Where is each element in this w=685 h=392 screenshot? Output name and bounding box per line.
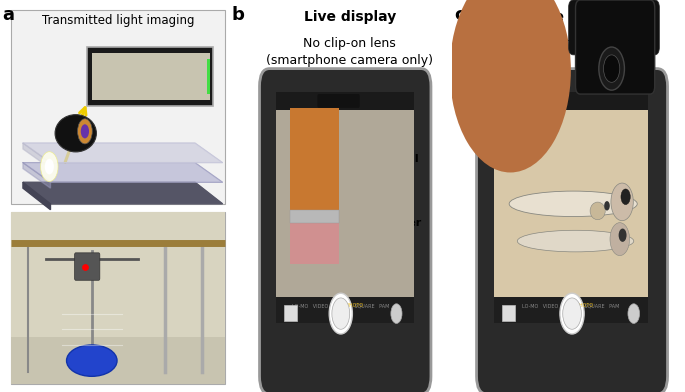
Circle shape [611,183,634,221]
Text: LO-MO   VIDEO   PHOTO   SQUARE   PAM: LO-MO VIDEO PHOTO SQUARE PAM [522,303,619,308]
FancyBboxPatch shape [575,0,655,94]
Text: Pencil: Pencil [381,154,419,164]
Text: c: c [454,6,465,24]
Circle shape [45,159,54,174]
Text: Heart: Heart [499,212,532,223]
FancyBboxPatch shape [12,212,225,384]
FancyBboxPatch shape [276,92,414,110]
Ellipse shape [590,202,606,220]
Ellipse shape [517,230,634,252]
Text: a: a [2,6,14,24]
FancyBboxPatch shape [276,110,414,323]
Text: Live display: Live display [532,10,624,24]
Polygon shape [23,182,51,210]
FancyBboxPatch shape [12,337,225,384]
Polygon shape [23,163,223,182]
FancyBboxPatch shape [494,92,648,110]
Circle shape [391,304,402,323]
Circle shape [562,298,582,329]
Text: Eraser: Eraser [381,218,421,229]
FancyBboxPatch shape [207,59,210,94]
Text: No clip-on lens
(smartphone camera only): No clip-on lens (smartphone camera only) [266,37,433,67]
Circle shape [332,298,349,329]
Text: Eraser: Eraser [580,107,625,120]
Text: Yolk: Yolk [575,267,600,278]
Polygon shape [23,143,51,169]
Text: + Clip-on lens: + Clip-on lens [534,37,622,50]
FancyBboxPatch shape [75,253,100,280]
FancyBboxPatch shape [494,297,648,323]
FancyBboxPatch shape [477,69,667,392]
Polygon shape [23,163,51,188]
FancyBboxPatch shape [276,297,414,323]
Polygon shape [87,47,214,106]
Circle shape [610,223,630,256]
FancyBboxPatch shape [284,305,297,321]
Text: LO-MO   VIDEO   PHOTO   SQUARE   PAM: LO-MO VIDEO PHOTO SQUARE PAM [292,303,390,308]
FancyBboxPatch shape [12,212,225,384]
Circle shape [603,55,620,82]
FancyBboxPatch shape [12,10,225,204]
Circle shape [628,304,640,323]
Ellipse shape [55,114,97,152]
Circle shape [621,189,630,205]
FancyBboxPatch shape [569,0,660,55]
FancyBboxPatch shape [290,221,338,263]
Text: Live display: Live display [303,10,396,24]
FancyBboxPatch shape [494,110,648,323]
FancyBboxPatch shape [501,305,515,321]
Polygon shape [92,53,210,100]
Circle shape [599,47,625,90]
Text: Eyes: Eyes [503,177,530,187]
Circle shape [619,229,627,242]
Text: b: b [232,6,245,24]
FancyBboxPatch shape [260,69,431,392]
FancyBboxPatch shape [317,94,360,108]
Circle shape [77,119,92,144]
Ellipse shape [509,191,637,217]
FancyBboxPatch shape [290,210,338,223]
Text: PHOTO: PHOTO [319,303,363,308]
Circle shape [450,0,571,172]
Circle shape [329,293,352,334]
Text: PHOTO: PHOTO [549,303,593,308]
Text: Transmitted light imaging: Transmitted light imaging [42,14,195,27]
FancyBboxPatch shape [290,108,338,212]
Circle shape [560,293,584,334]
Point [79,263,90,270]
Circle shape [40,152,58,181]
Polygon shape [23,182,223,204]
Polygon shape [23,143,223,163]
Circle shape [604,201,610,211]
Ellipse shape [66,345,117,376]
Circle shape [81,124,89,138]
Text: Zebrafish embryos: Zebrafish embryos [288,299,386,309]
